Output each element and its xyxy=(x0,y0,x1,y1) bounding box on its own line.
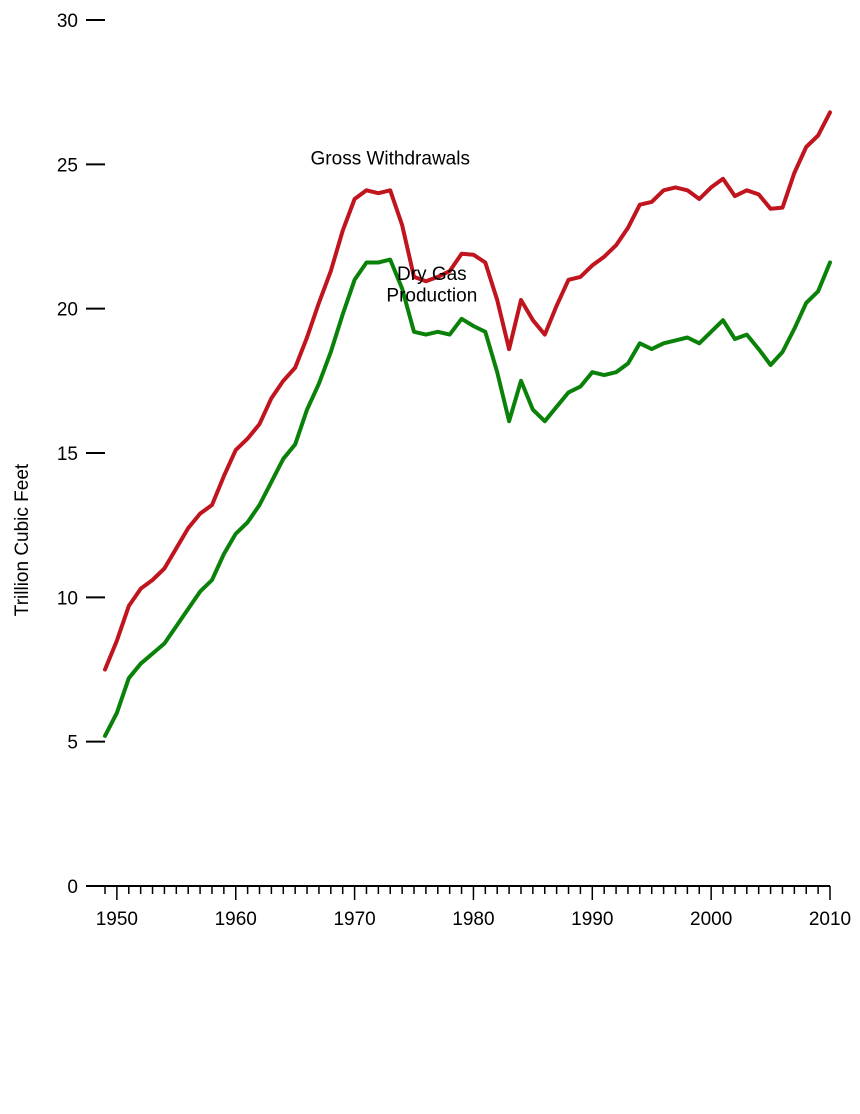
x-tick-label: 2000 xyxy=(690,909,732,930)
x-tick-label: 1990 xyxy=(571,909,613,930)
x-tick-label: 1970 xyxy=(333,909,375,930)
annotation-label: Production xyxy=(386,285,477,306)
y-tick-label: 25 xyxy=(57,155,78,176)
y-tick-label: 30 xyxy=(57,11,78,32)
y-tick-label: 10 xyxy=(57,588,78,609)
x-tick-label: 1960 xyxy=(215,909,257,930)
y-tick-label: 0 xyxy=(67,877,78,898)
y-tick-label: 5 xyxy=(67,733,78,754)
y-tick-label: 15 xyxy=(57,444,78,465)
annotation-label: Dry Gas xyxy=(397,264,467,285)
x-tick-label: 2010 xyxy=(809,909,851,930)
x-tick-label: 1980 xyxy=(452,909,494,930)
series-line-gross-withdrawals xyxy=(103,110,832,672)
x-axis: 1950 1960 1970 1980 1990 2000 2010 xyxy=(86,885,851,930)
series-layer xyxy=(103,110,832,738)
y-axis: 0 5 10 15 20 25 30 xyxy=(57,11,105,898)
y-axis-title: Trillion Cubic Feet xyxy=(12,463,33,616)
y-tick-label: 20 xyxy=(57,300,78,321)
annotation-label: Gross Withdrawals xyxy=(311,148,470,169)
series-line-dry-gas-production xyxy=(103,257,832,738)
x-tick-label: 1950 xyxy=(96,909,138,930)
